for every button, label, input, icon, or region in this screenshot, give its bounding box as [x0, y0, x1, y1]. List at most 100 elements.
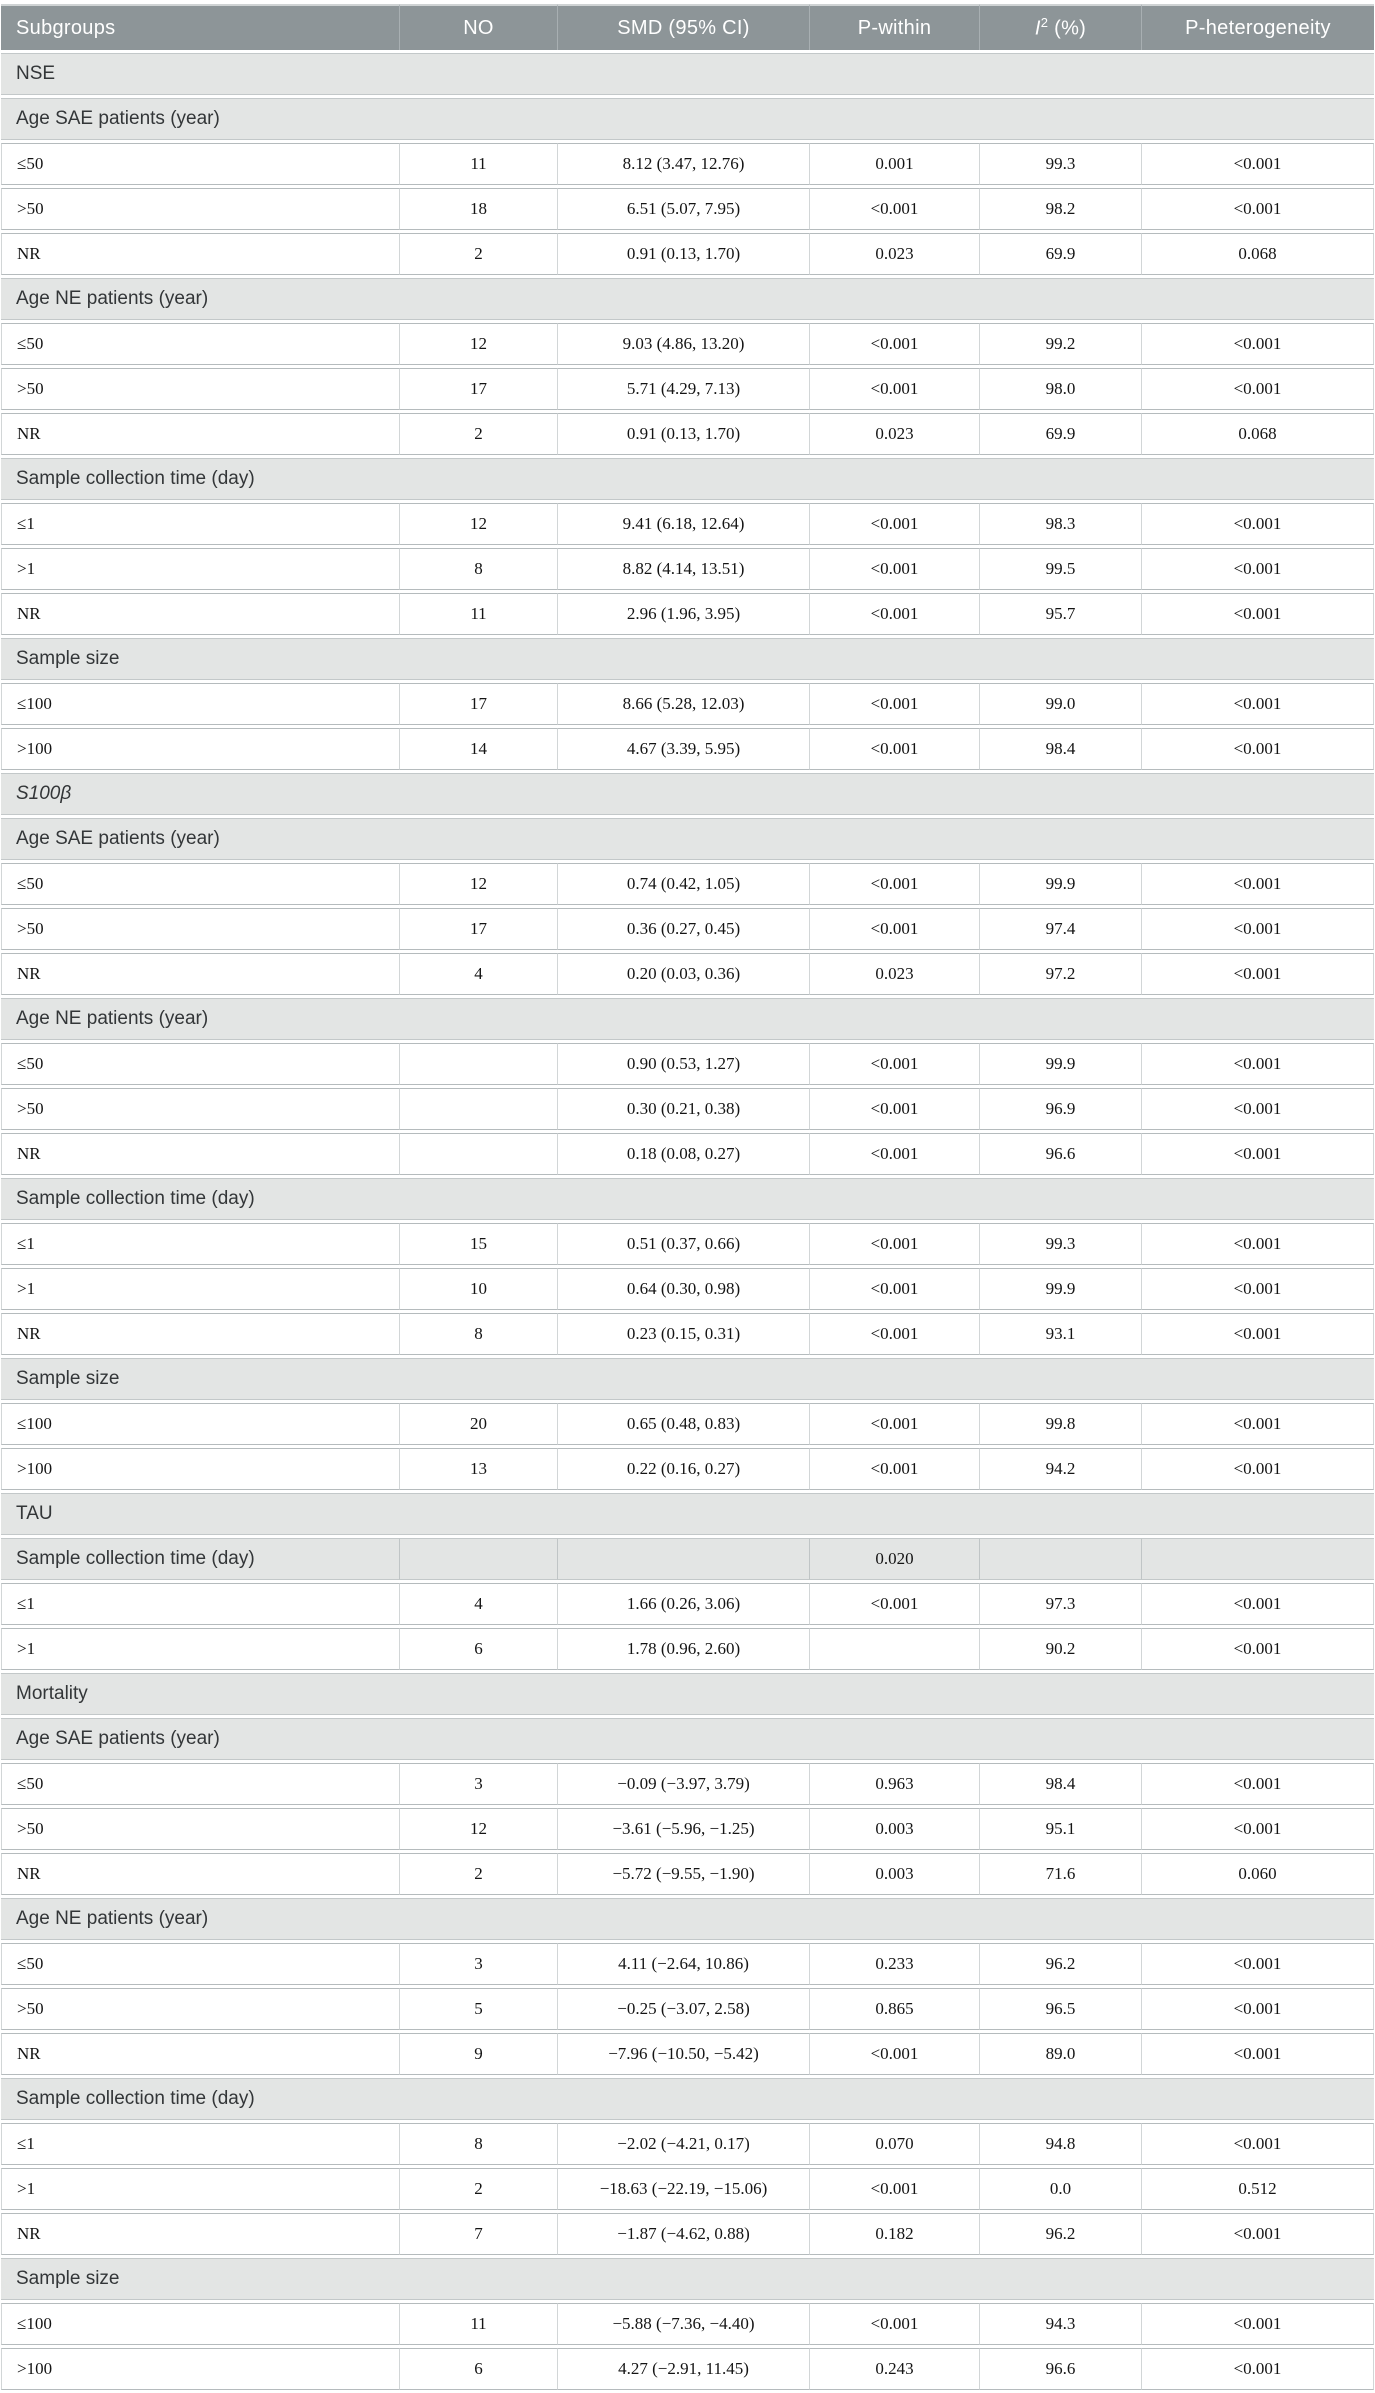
value-cell: 9.41 (6.18, 12.64): [557, 503, 809, 545]
group-row-label: Sample size: [1, 1358, 1374, 1400]
value-cell: 17: [399, 368, 557, 410]
value-cell: <0.001: [1141, 548, 1374, 590]
value-cell: 98.4: [979, 1763, 1141, 1805]
value-cell: 11: [399, 593, 557, 635]
col-header-i2: I2 (%): [979, 4, 1141, 50]
group-row: Sample size: [1, 638, 1374, 680]
value-cell: 0.023: [809, 413, 979, 455]
value-cell: <0.001: [1141, 1043, 1374, 1085]
group-row: Age SAE patients (year): [1, 1718, 1374, 1760]
group-row-label: NSE: [1, 53, 1374, 95]
table-row: ≤50 3 −0.09 (−3.97, 3.79) 0.963 98.4 <0.001: [1, 1763, 1374, 1805]
value-cell: <0.001: [809, 1403, 979, 1445]
value-cell: <0.001: [809, 1223, 979, 1265]
value-cell: 99.5: [979, 548, 1141, 590]
table-row: NR 9 −7.96 (−10.50, −5.42) <0.001 89.0 <0.001: [1, 2033, 1374, 2075]
value-cell: 0.070: [809, 2123, 979, 2165]
value-cell: <0.001: [1141, 683, 1374, 725]
value-cell: 99.2: [979, 323, 1141, 365]
value-cell: 0.22 (0.16, 0.27): [557, 1448, 809, 1490]
value-cell: 18: [399, 188, 557, 230]
value-cell: 2.96 (1.96, 3.95): [557, 593, 809, 635]
subgroup-label-cell: ≤1: [1, 1223, 399, 1265]
value-cell: 4.11 (−2.64, 10.86): [557, 1943, 809, 1985]
value-cell: 5.71 (4.29, 7.13): [557, 368, 809, 410]
subgroup-label-cell: ≤100: [1, 1403, 399, 1445]
group-row: Sample collection time (day): [1, 458, 1374, 500]
table-row: >100 13 0.22 (0.16, 0.27) <0.001 94.2 <0.001: [1, 1448, 1374, 1490]
subgroup-label-cell: ≤100: [1, 2303, 399, 2345]
table-row: ≤1 4 1.66 (0.26, 3.06) <0.001 97.3 <0.001: [1, 1583, 1374, 1625]
value-cell: 0.18 (0.08, 0.27): [557, 1133, 809, 1175]
value-cell: <0.001: [809, 1268, 979, 1310]
value-cell: 98.2: [979, 188, 1141, 230]
group-row-label: Age NE patients (year): [1, 998, 1374, 1040]
value-cell: <0.001: [1141, 1133, 1374, 1175]
value-cell: <0.001: [809, 1043, 979, 1085]
subgroup-label-cell: ≤1: [1, 1583, 399, 1625]
table-row: ≤50 11 8.12 (3.47, 12.76) 0.001 99.3 <0.001: [1, 143, 1374, 185]
value-cell: 2: [399, 233, 557, 275]
value-cell: 7: [399, 2213, 557, 2255]
group-row: NSE: [1, 53, 1374, 95]
value-cell: <0.001: [1141, 1448, 1374, 1490]
subgroup-label-cell: Sample collection time (day): [1, 1538, 399, 1580]
subgroup-label-cell: ≤50: [1, 1763, 399, 1805]
value-cell: <0.001: [1141, 1403, 1374, 1445]
subgroup-label-cell: ≤50: [1, 1043, 399, 1085]
table-row: >50 18 6.51 (5.07, 7.95) <0.001 98.2 <0.001: [1, 188, 1374, 230]
value-cell: 97.3: [979, 1583, 1141, 1625]
group-row-label: TAU: [1, 1493, 1374, 1535]
group-row-label: Age SAE patients (year): [1, 1718, 1374, 1760]
value-cell: 1.78 (0.96, 2.60): [557, 1628, 809, 1670]
value-cell: 12: [399, 323, 557, 365]
subgroup-label-cell: >50: [1, 908, 399, 950]
value-cell: <0.001: [809, 1133, 979, 1175]
value-cell: 96.9: [979, 1088, 1141, 1130]
group-row-label: Mortality: [1, 1673, 1374, 1715]
subgroup-label-cell: NR: [1, 1133, 399, 1175]
value-cell: <0.001: [809, 593, 979, 635]
value-cell: <0.001: [809, 863, 979, 905]
table-row: ≤50 12 9.03 (4.86, 13.20) <0.001 99.2 <0.001: [1, 323, 1374, 365]
col-header-no: NO: [399, 4, 557, 50]
group-row: Sample collection time (day) 0.020: [1, 1538, 1374, 1580]
value-cell: 98.0: [979, 368, 1141, 410]
value-cell: 17: [399, 683, 557, 725]
table-row: NR 0.18 (0.08, 0.27) <0.001 96.6 <0.001: [1, 1133, 1374, 1175]
subgroup-label-cell: >1: [1, 1268, 399, 1310]
value-cell: <0.001: [1141, 503, 1374, 545]
group-row: Age NE patients (year): [1, 278, 1374, 320]
i2-superscript: 2: [1040, 15, 1049, 31]
value-cell: 6.51 (5.07, 7.95): [557, 188, 809, 230]
value-cell: −7.96 (−10.50, −5.42): [557, 2033, 809, 2075]
value-cell: 93.1: [979, 1313, 1141, 1355]
table-row: >100 14 4.67 (3.39, 5.95) <0.001 98.4 <0.001: [1, 728, 1374, 770]
value-cell: <0.001: [1141, 1088, 1374, 1130]
value-cell: [979, 1538, 1141, 1580]
value-cell: 15: [399, 1223, 557, 1265]
table-row: >50 5 −0.25 (−3.07, 2.58) 0.865 96.5 <0.001: [1, 1988, 1374, 2030]
table-row: >50 17 5.71 (4.29, 7.13) <0.001 98.0 <0.001: [1, 368, 1374, 410]
value-cell: <0.001: [809, 503, 979, 545]
value-cell: <0.001: [1141, 863, 1374, 905]
table-row: >50 0.30 (0.21, 0.38) <0.001 96.9 <0.001: [1, 1088, 1374, 1130]
value-cell: 94.2: [979, 1448, 1141, 1490]
value-cell: 0.068: [1141, 413, 1374, 455]
col-header-smd: SMD (95% CI): [557, 4, 809, 50]
value-cell: [809, 1628, 979, 1670]
value-cell: <0.001: [809, 188, 979, 230]
group-row-label: Age NE patients (year): [1, 1898, 1374, 1940]
subgroup-label-cell: ≤100: [1, 683, 399, 725]
value-cell: 96.6: [979, 1133, 1141, 1175]
value-cell: <0.001: [809, 728, 979, 770]
value-cell: 8.82 (4.14, 13.51): [557, 548, 809, 590]
value-cell: 3: [399, 1763, 557, 1805]
subgroup-label-cell: ≤1: [1, 2123, 399, 2165]
table-row: NR 4 0.20 (0.03, 0.36) 0.023 97.2 <0.001: [1, 953, 1374, 995]
value-cell: 0.001: [809, 143, 979, 185]
value-cell: <0.001: [1141, 953, 1374, 995]
subgroup-label-cell: >100: [1, 1448, 399, 1490]
value-cell: 2: [399, 2168, 557, 2210]
